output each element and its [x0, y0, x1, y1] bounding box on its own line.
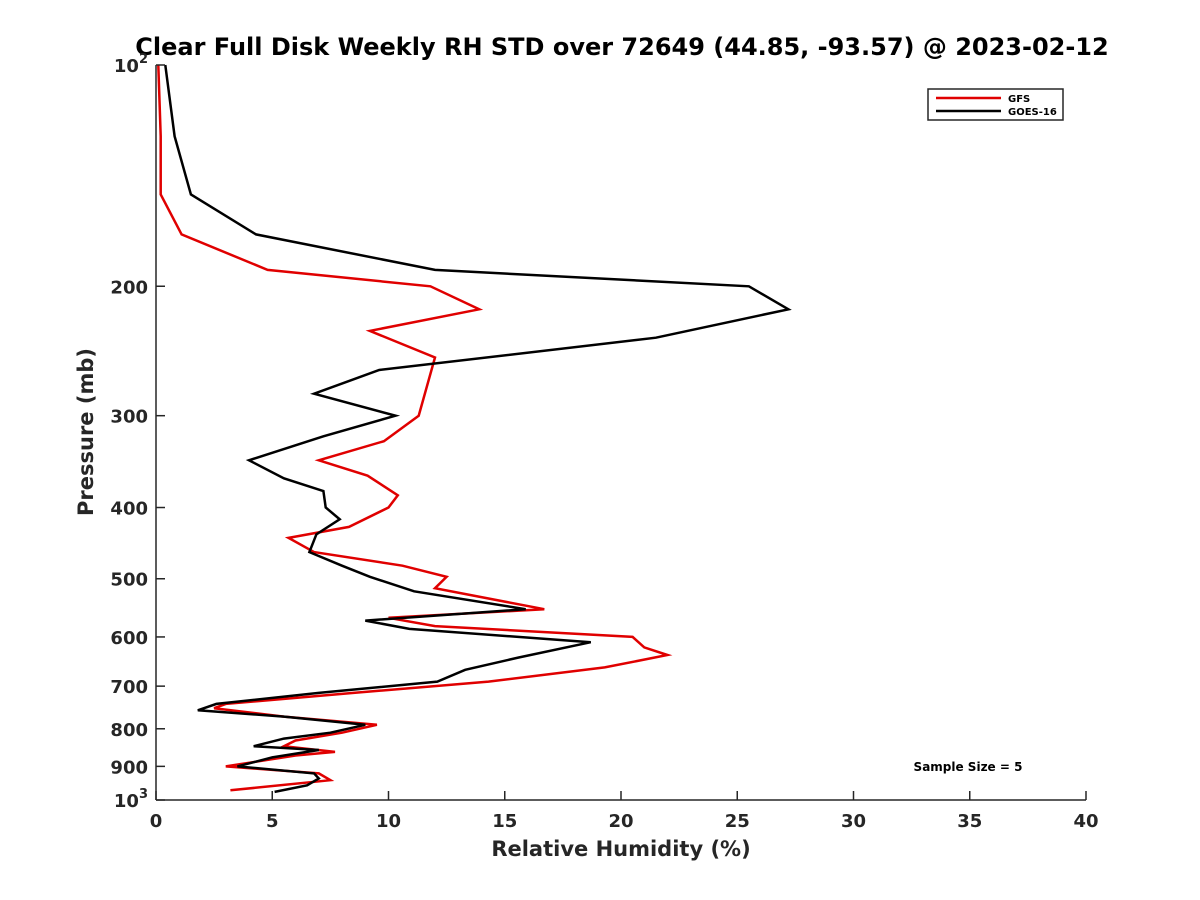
axes-layer: 0 5 10 15 20 25 30 35 40 102 200 300 400 500 600 700 800…: [110, 52, 1098, 832]
y-tick-label: 200: [110, 277, 148, 298]
series-line-gfs: [157, 64, 673, 792]
y-tick-label: 900: [110, 757, 148, 778]
x-tick-label: 35: [957, 811, 982, 832]
legend-label: GFS: [1008, 94, 1030, 105]
x-tick-label: 40: [1073, 811, 1098, 832]
x-tick-label: 0: [150, 811, 163, 832]
legend: GFS GOES-16: [927, 88, 1064, 121]
y-axis-label: Pressure (mb): [74, 348, 98, 516]
series-layer: [157, 64, 792, 794]
x-tick-label: 15: [492, 811, 517, 832]
y-tick-label: 500: [110, 570, 148, 591]
x-tick-label: 20: [608, 811, 633, 832]
chart-title: Clear Full Disk Weekly RH STD over 72649…: [135, 33, 1108, 61]
y-tick-label: 400: [110, 499, 148, 520]
y-tick-label: 600: [110, 628, 148, 649]
y-tick-label: 300: [110, 407, 148, 428]
y-tick-label: 102: [114, 52, 148, 77]
y-tick-label: 700: [110, 677, 148, 698]
sample-size-annotation: Sample Size = 5: [914, 760, 1023, 774]
y-tick-label: 103: [114, 787, 148, 812]
x-tick-label: 25: [725, 811, 750, 832]
series-line-goes-16: [164, 64, 792, 794]
legend-label: GOES-16: [1008, 107, 1057, 118]
legend-box: [927, 88, 1064, 121]
x-tick-label: 10: [376, 811, 401, 832]
x-tick-label: 5: [266, 811, 279, 832]
x-tick-label: 30: [841, 811, 866, 832]
x-axis-label: Relative Humidity (%): [491, 837, 750, 861]
y-tick-label: 800: [110, 720, 148, 741]
